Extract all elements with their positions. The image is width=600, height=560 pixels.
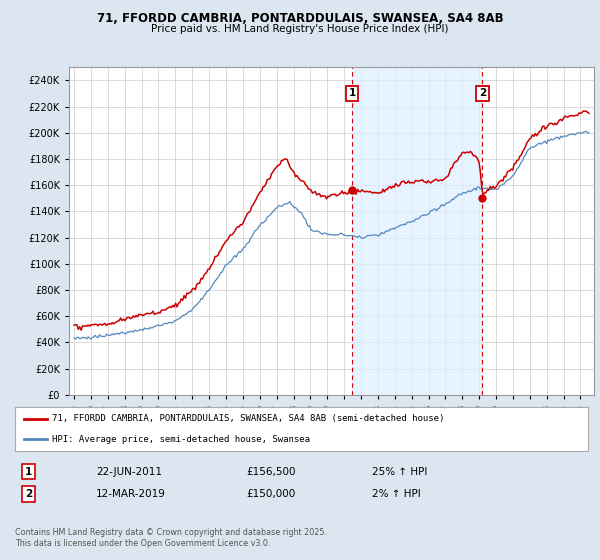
Text: 22-JUN-2011: 22-JUN-2011 [96, 466, 162, 477]
Text: 12-MAR-2019: 12-MAR-2019 [96, 489, 166, 499]
Text: £156,500: £156,500 [246, 466, 296, 477]
Text: 2% ↑ HPI: 2% ↑ HPI [372, 489, 421, 499]
Text: 2: 2 [479, 88, 486, 99]
Text: 1: 1 [349, 88, 356, 99]
Text: 71, FFORDD CAMBRIA, PONTARDDULAIS, SWANSEA, SA4 8AB: 71, FFORDD CAMBRIA, PONTARDDULAIS, SWANS… [97, 12, 503, 25]
Text: 25% ↑ HPI: 25% ↑ HPI [372, 466, 427, 477]
Text: Price paid vs. HM Land Registry's House Price Index (HPI): Price paid vs. HM Land Registry's House … [151, 24, 449, 34]
Text: £150,000: £150,000 [246, 489, 295, 499]
Text: HPI: Average price, semi-detached house, Swansea: HPI: Average price, semi-detached house,… [52, 435, 310, 444]
Text: Contains HM Land Registry data © Crown copyright and database right 2025.
This d: Contains HM Land Registry data © Crown c… [15, 528, 327, 548]
Text: 71, FFORDD CAMBRIA, PONTARDDULAIS, SWANSEA, SA4 8AB (semi-detached house): 71, FFORDD CAMBRIA, PONTARDDULAIS, SWANS… [52, 414, 445, 423]
Bar [352, 67, 482, 395]
Text: 2: 2 [25, 489, 32, 499]
Text: 1: 1 [25, 466, 32, 477]
